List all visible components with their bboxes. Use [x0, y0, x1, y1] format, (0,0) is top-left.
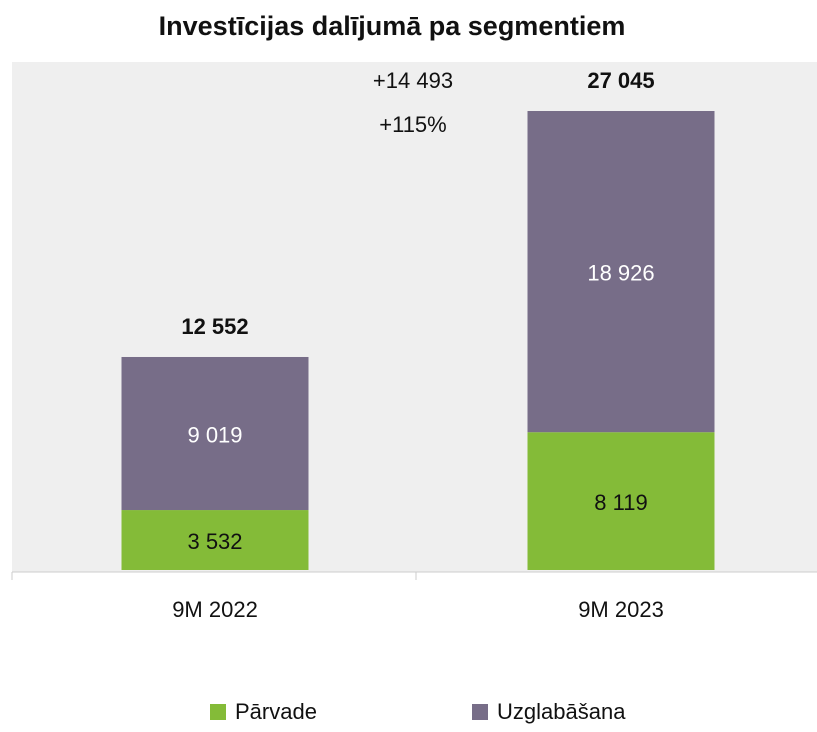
annotation: +115% — [379, 112, 446, 137]
bar-segment — [527, 111, 715, 433]
x-tick-label: 9M 2022 — [172, 597, 258, 622]
value-label: 18 926 — [587, 260, 654, 285]
bar-segment — [527, 432, 715, 570]
total-label: 27 045 — [587, 68, 654, 93]
legend-label: Pārvade — [235, 699, 317, 724]
chart-title: Investīcijas dalījumā pa segmentiem — [159, 11, 626, 41]
value-label: 8 119 — [594, 490, 647, 515]
legend-swatch — [210, 704, 226, 720]
annotation: +14 493 — [373, 68, 453, 93]
bar-segment — [121, 356, 309, 511]
bar-segment — [121, 510, 309, 570]
legend-swatch — [472, 704, 488, 720]
total-label: 12 552 — [181, 314, 248, 339]
legend-label: Uzglabāšana — [497, 699, 626, 724]
value-label: 9 019 — [187, 422, 242, 447]
x-tick-label: 9M 2023 — [578, 597, 664, 622]
value-label: 3 532 — [187, 529, 242, 554]
